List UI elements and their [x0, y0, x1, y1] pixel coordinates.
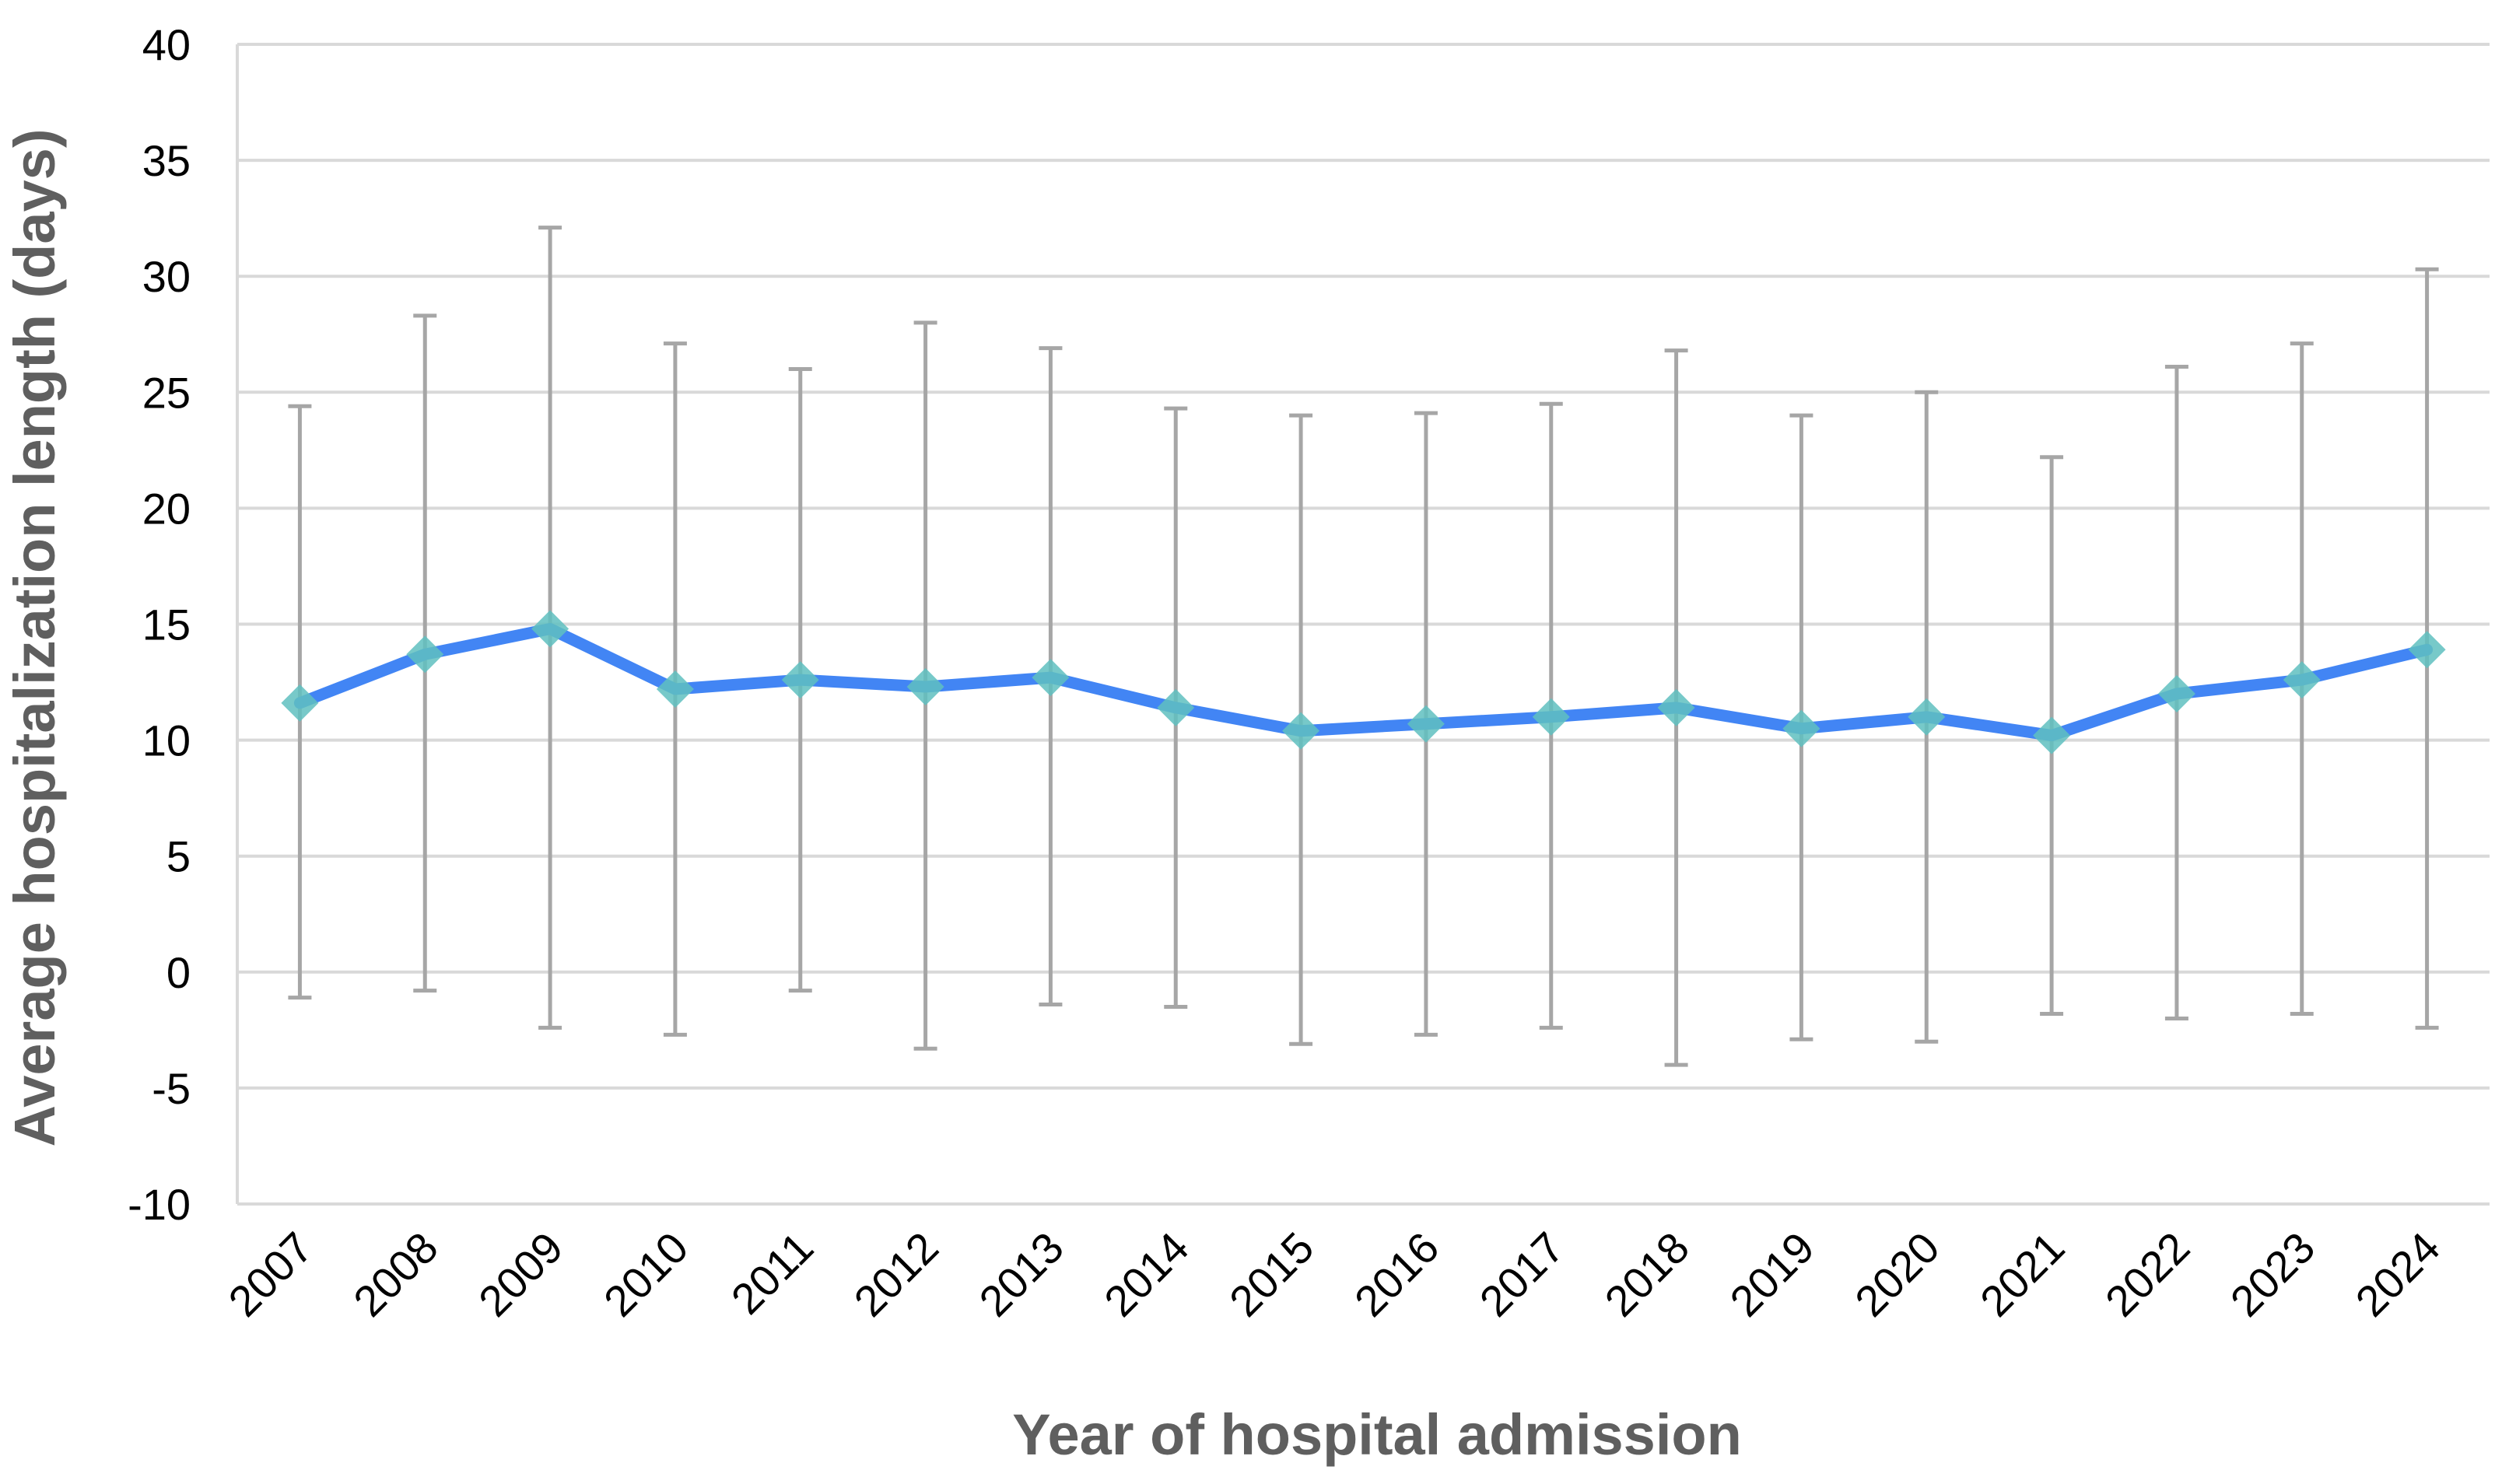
grid-lines	[236, 43, 2490, 1206]
data-point-marker	[2033, 716, 2071, 754]
y-tick-label: 10	[142, 716, 191, 765]
data-point-marker	[1157, 688, 1195, 726]
data-point-marker	[656, 670, 694, 708]
y-tick-label: -10	[128, 1180, 191, 1229]
y-tick-label: 40	[142, 20, 191, 69]
x-tick-label: 2015	[1220, 1223, 1323, 1326]
data-point-marker	[1782, 709, 1820, 747]
y-tick-label: 0	[166, 948, 191, 997]
x-tick-label: 2021	[1971, 1223, 2074, 1326]
data-point-marker	[1407, 705, 1445, 743]
y-axis-title: Average hospitalization length (days)	[2, 129, 67, 1147]
x-tick-label: 2019	[1720, 1223, 1824, 1326]
x-axis-tick-labels: 2007 2008 2009 2010 2011 2012 2013 2014 2015 2016…	[219, 1223, 2449, 1326]
y-tick-label: 15	[142, 600, 191, 649]
x-tick-label: 2010	[594, 1223, 698, 1326]
y-tick-label: 5	[166, 832, 191, 881]
x-tick-label: 2012	[844, 1223, 948, 1326]
x-tick-label: 2009	[469, 1223, 573, 1326]
series-line	[293, 623, 2434, 742]
y-tick-label: 25	[142, 368, 191, 417]
data-point-marker	[531, 610, 569, 648]
x-tick-label: 2017	[1470, 1223, 1574, 1326]
data-point-marker	[281, 684, 319, 722]
x-tick-label: 2014	[1095, 1223, 1198, 1326]
x-tick-label: 2011	[722, 1223, 823, 1324]
data-point-marker	[1532, 698, 1570, 736]
data-point-marker	[1657, 688, 1695, 726]
data-point-marker	[2408, 631, 2446, 669]
data-point-marker	[906, 668, 944, 706]
x-tick-label: 2007	[219, 1223, 322, 1326]
data-point-markers	[281, 610, 2446, 754]
data-point-marker	[2283, 661, 2321, 699]
series-line-layer	[293, 623, 2434, 742]
data-point-marker	[2157, 674, 2195, 712]
data-point-marker	[781, 661, 819, 699]
x-tick-label: 2024	[2346, 1223, 2449, 1326]
x-axis-title: Year of hospital admission	[1012, 1402, 1742, 1467]
data-point-marker	[406, 635, 444, 674]
x-tick-label: 2023	[2221, 1223, 2325, 1326]
y-axis-tick-labels: -10 -5 0 5 10 15 20 25 30 35 40	[128, 20, 191, 1229]
x-tick-label: 2022	[2096, 1223, 2199, 1326]
x-tick-label: 2008	[344, 1223, 447, 1326]
y-tick-label: -5	[152, 1064, 191, 1113]
y-tick-label: 30	[142, 252, 191, 301]
x-tick-label: 2016	[1345, 1223, 1449, 1326]
y-tick-label: 20	[142, 484, 191, 533]
error-bars	[288, 226, 2439, 1067]
y-tick-label: 35	[142, 136, 191, 185]
x-tick-label: 2018	[1595, 1223, 1698, 1326]
data-point-marker	[1282, 712, 1320, 750]
x-tick-label: 2013	[969, 1223, 1073, 1326]
data-point-marker	[1032, 659, 1070, 697]
data-point-marker	[1908, 698, 1946, 736]
x-tick-label: 2020	[1845, 1223, 1949, 1326]
